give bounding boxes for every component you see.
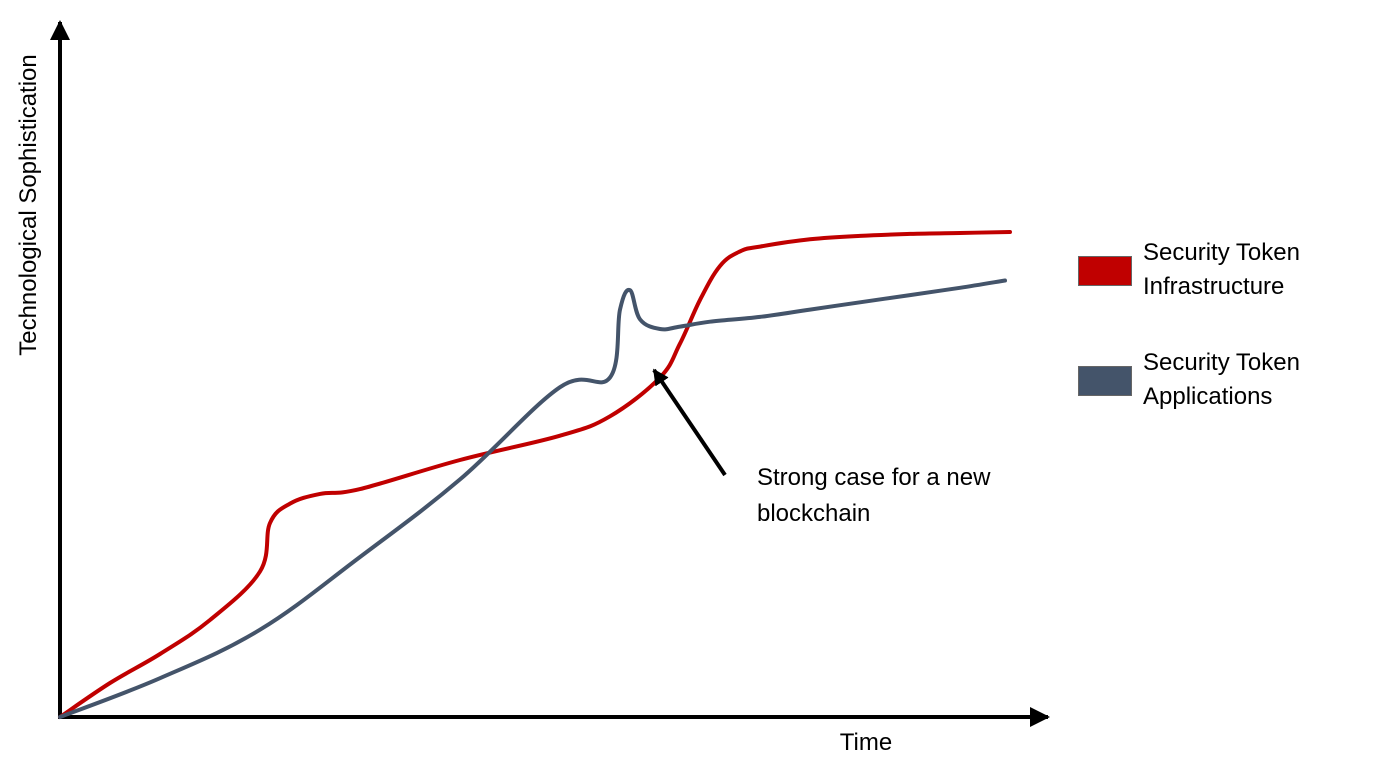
legend-item-applications: Security Token Applications — [1078, 346, 1378, 456]
y-axis-label: Technological Sophistication — [15, 54, 42, 356]
legend: Security Token Infrastructure Security T… — [1078, 236, 1378, 456]
legend-label-infrastructure: Security Token Infrastructure — [1143, 239, 1300, 300]
annotation-arrow — [652, 368, 727, 477]
legend-swatch-infrastructure — [1078, 256, 1132, 286]
series-line-infrastructure — [58, 230, 1012, 719]
legend-label-applications: Security Token Applications — [1143, 349, 1300, 410]
series-line-applications — [58, 278, 1007, 719]
series-layer — [58, 230, 1012, 719]
legend-swatch-applications — [1078, 366, 1132, 396]
x-axis-label: Time — [840, 729, 892, 756]
annotation-text: Strong case for a new blockchain — [757, 464, 991, 527]
legend-item-infrastructure: Security Token Infrastructure — [1078, 236, 1378, 346]
